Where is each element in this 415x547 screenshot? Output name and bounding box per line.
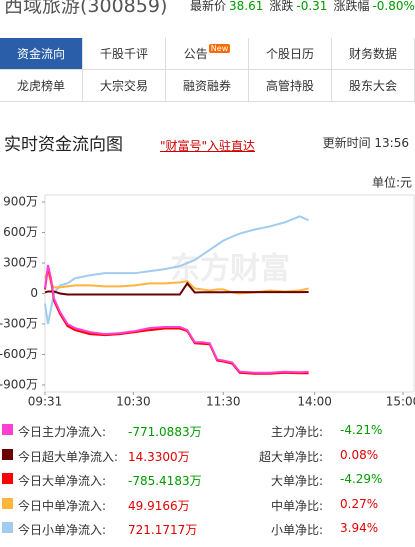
x-tick-label: 11:30 <box>206 395 241 409</box>
series-line <box>44 281 309 296</box>
unit-note: 单位:元 <box>372 175 412 190</box>
ratio-label: 大单净比: <box>270 474 323 488</box>
legend-label: 今日超大单净流入: <box>18 449 119 464</box>
tab-row: 龙虎榜单 大宗交易 融资融券 高管持股 股东大会 <box>0 70 415 102</box>
summary-row: 今日大单净流入: -785.4183万 大单净比: -4.29% <box>0 467 415 492</box>
tab-row: 资金流向 千股千评 公告 New 个股日历 财务数据 <box>0 38 415 70</box>
tab-label: 资金流向 <box>16 47 65 61</box>
ratio-value: 0.27% <box>340 496 379 511</box>
legend-label: 今日大单净流入: <box>18 474 107 488</box>
update-label: 更新时间 <box>322 136 371 150</box>
summary-row: 今日超大单净流入: 14.3300万 超大单净比: 0.08% <box>0 443 415 468</box>
quote-label: 涨跌 <box>269 0 294 13</box>
tab[interactable]: 融资融券 <box>166 70 249 102</box>
section-title: 实时资金流向图 <box>4 135 123 155</box>
tab-label: 财务数据 <box>348 47 397 61</box>
tab[interactable]: 龙虎榜单 <box>0 70 83 102</box>
legend-swatch <box>2 522 13 533</box>
legend-swatch <box>2 424 13 435</box>
tab[interactable]: 公告 New <box>166 38 249 70</box>
ratio-value: -4.29% <box>340 472 383 486</box>
y-tick-label: 300万 <box>3 256 38 270</box>
series-line <box>44 266 309 375</box>
tab-label: 公告 <box>183 47 208 61</box>
quote-value: -0.80% <box>372 0 415 13</box>
badge: New <box>208 44 231 53</box>
tab-label: 大宗交易 <box>99 79 148 93</box>
y-tick-label: 600万 <box>3 225 38 239</box>
legend-label: 今日中单净流入: <box>18 498 107 513</box>
flow-value: -771.0883万 <box>128 425 202 439</box>
ratio-label: 主力净比: <box>270 425 323 439</box>
ratio-label: 小单净比: <box>270 523 323 537</box>
ratio-label: 中单净比: <box>270 498 323 513</box>
tab-label: 个股日历 <box>265 47 314 61</box>
summary-row: 今日主力净流入: -771.0883万 主力净比: -4.21% <box>0 418 415 443</box>
legend-swatch <box>2 497 13 509</box>
flow-value: 49.9166万 <box>128 498 190 513</box>
tab-label: 龙虎榜单 <box>16 79 65 93</box>
tab[interactable]: 财务数据 <box>332 38 415 70</box>
update-value: 13:56 <box>374 136 409 150</box>
flow-value: 721.1717万 <box>128 523 198 537</box>
link[interactable]: "财富号"入驻直达 <box>160 139 256 153</box>
quote-value: 38.61 <box>229 0 264 13</box>
tab-label: 融资融券 <box>182 79 231 93</box>
y-tick-label: -600万 <box>0 347 38 361</box>
x-tick-label: 10:30 <box>116 395 151 409</box>
tab[interactable]: 高管持股 <box>249 70 332 102</box>
quote-label: 最新价 <box>190 0 227 13</box>
legend-label: 今日小单净流入: <box>18 523 107 537</box>
legend-label: 今日主力净流入: <box>18 425 107 439</box>
series-line <box>44 264 309 374</box>
watermark: 东方财富 <box>170 252 290 287</box>
tab[interactable]: 资金流向 <box>0 38 83 70</box>
tab-label: 千股千评 <box>99 47 148 61</box>
update-time: 更新时间 13:56 <box>323 134 409 151</box>
quote-bar: 最新价 38.61 涨跌 -0.31 涨跌幅 -0.80% <box>190 0 415 14</box>
x-tick-label: 15:00 <box>386 395 415 409</box>
stock-title: 西域旅游(300859) <box>4 0 168 17</box>
quote-label: 涨跌幅 <box>333 0 370 13</box>
ratio-value: 0.08% <box>340 447 379 462</box>
ratio-value: 3.94% <box>340 521 379 535</box>
y-tick-label: 0 <box>30 286 38 300</box>
summary-row: 今日小单净流入: 721.1717万 小单净比: 3.94% <box>0 516 415 541</box>
y-tick-label: -300万 <box>0 316 38 330</box>
x-tick-label: 14:00 <box>297 395 332 409</box>
x-tick-label: 09:31 <box>28 395 63 409</box>
legend-swatch <box>2 448 13 460</box>
summary-table: 今日主力净流入: -771.0883万 主力净比: -4.21% 今日超大单净流入: 14… <box>0 418 415 541</box>
tab[interactable]: 股东大会 <box>332 70 415 102</box>
flow-value: -785.4183万 <box>128 474 202 488</box>
summary-row: 今日中单净流入: 49.9166万 中单净比: 0.27% <box>0 492 415 517</box>
y-tick-label: -900万 <box>0 377 38 391</box>
tab[interactable]: 个股日历 <box>249 38 332 70</box>
tab-label: 高管持股 <box>265 79 314 93</box>
y-tick-label: 900万 <box>3 195 38 209</box>
ratio-value: -4.21% <box>340 423 383 437</box>
tab-nav: 资金流向 千股千评 公告 New 个股日历 财务数据龙虎榜单 大宗交易 融资融券 高管持股 股东大… <box>0 38 415 102</box>
flow-value: 14.3300万 <box>128 449 190 464</box>
quote-value: -0.31 <box>296 0 328 13</box>
tab[interactable]: 大宗交易 <box>83 70 166 102</box>
ratio-label: 超大单净比: <box>258 449 323 464</box>
series-line <box>44 215 310 325</box>
tab-label: 股东大会 <box>348 79 397 93</box>
tab[interactable]: 千股千评 <box>83 38 166 70</box>
legend-swatch <box>2 473 13 484</box>
